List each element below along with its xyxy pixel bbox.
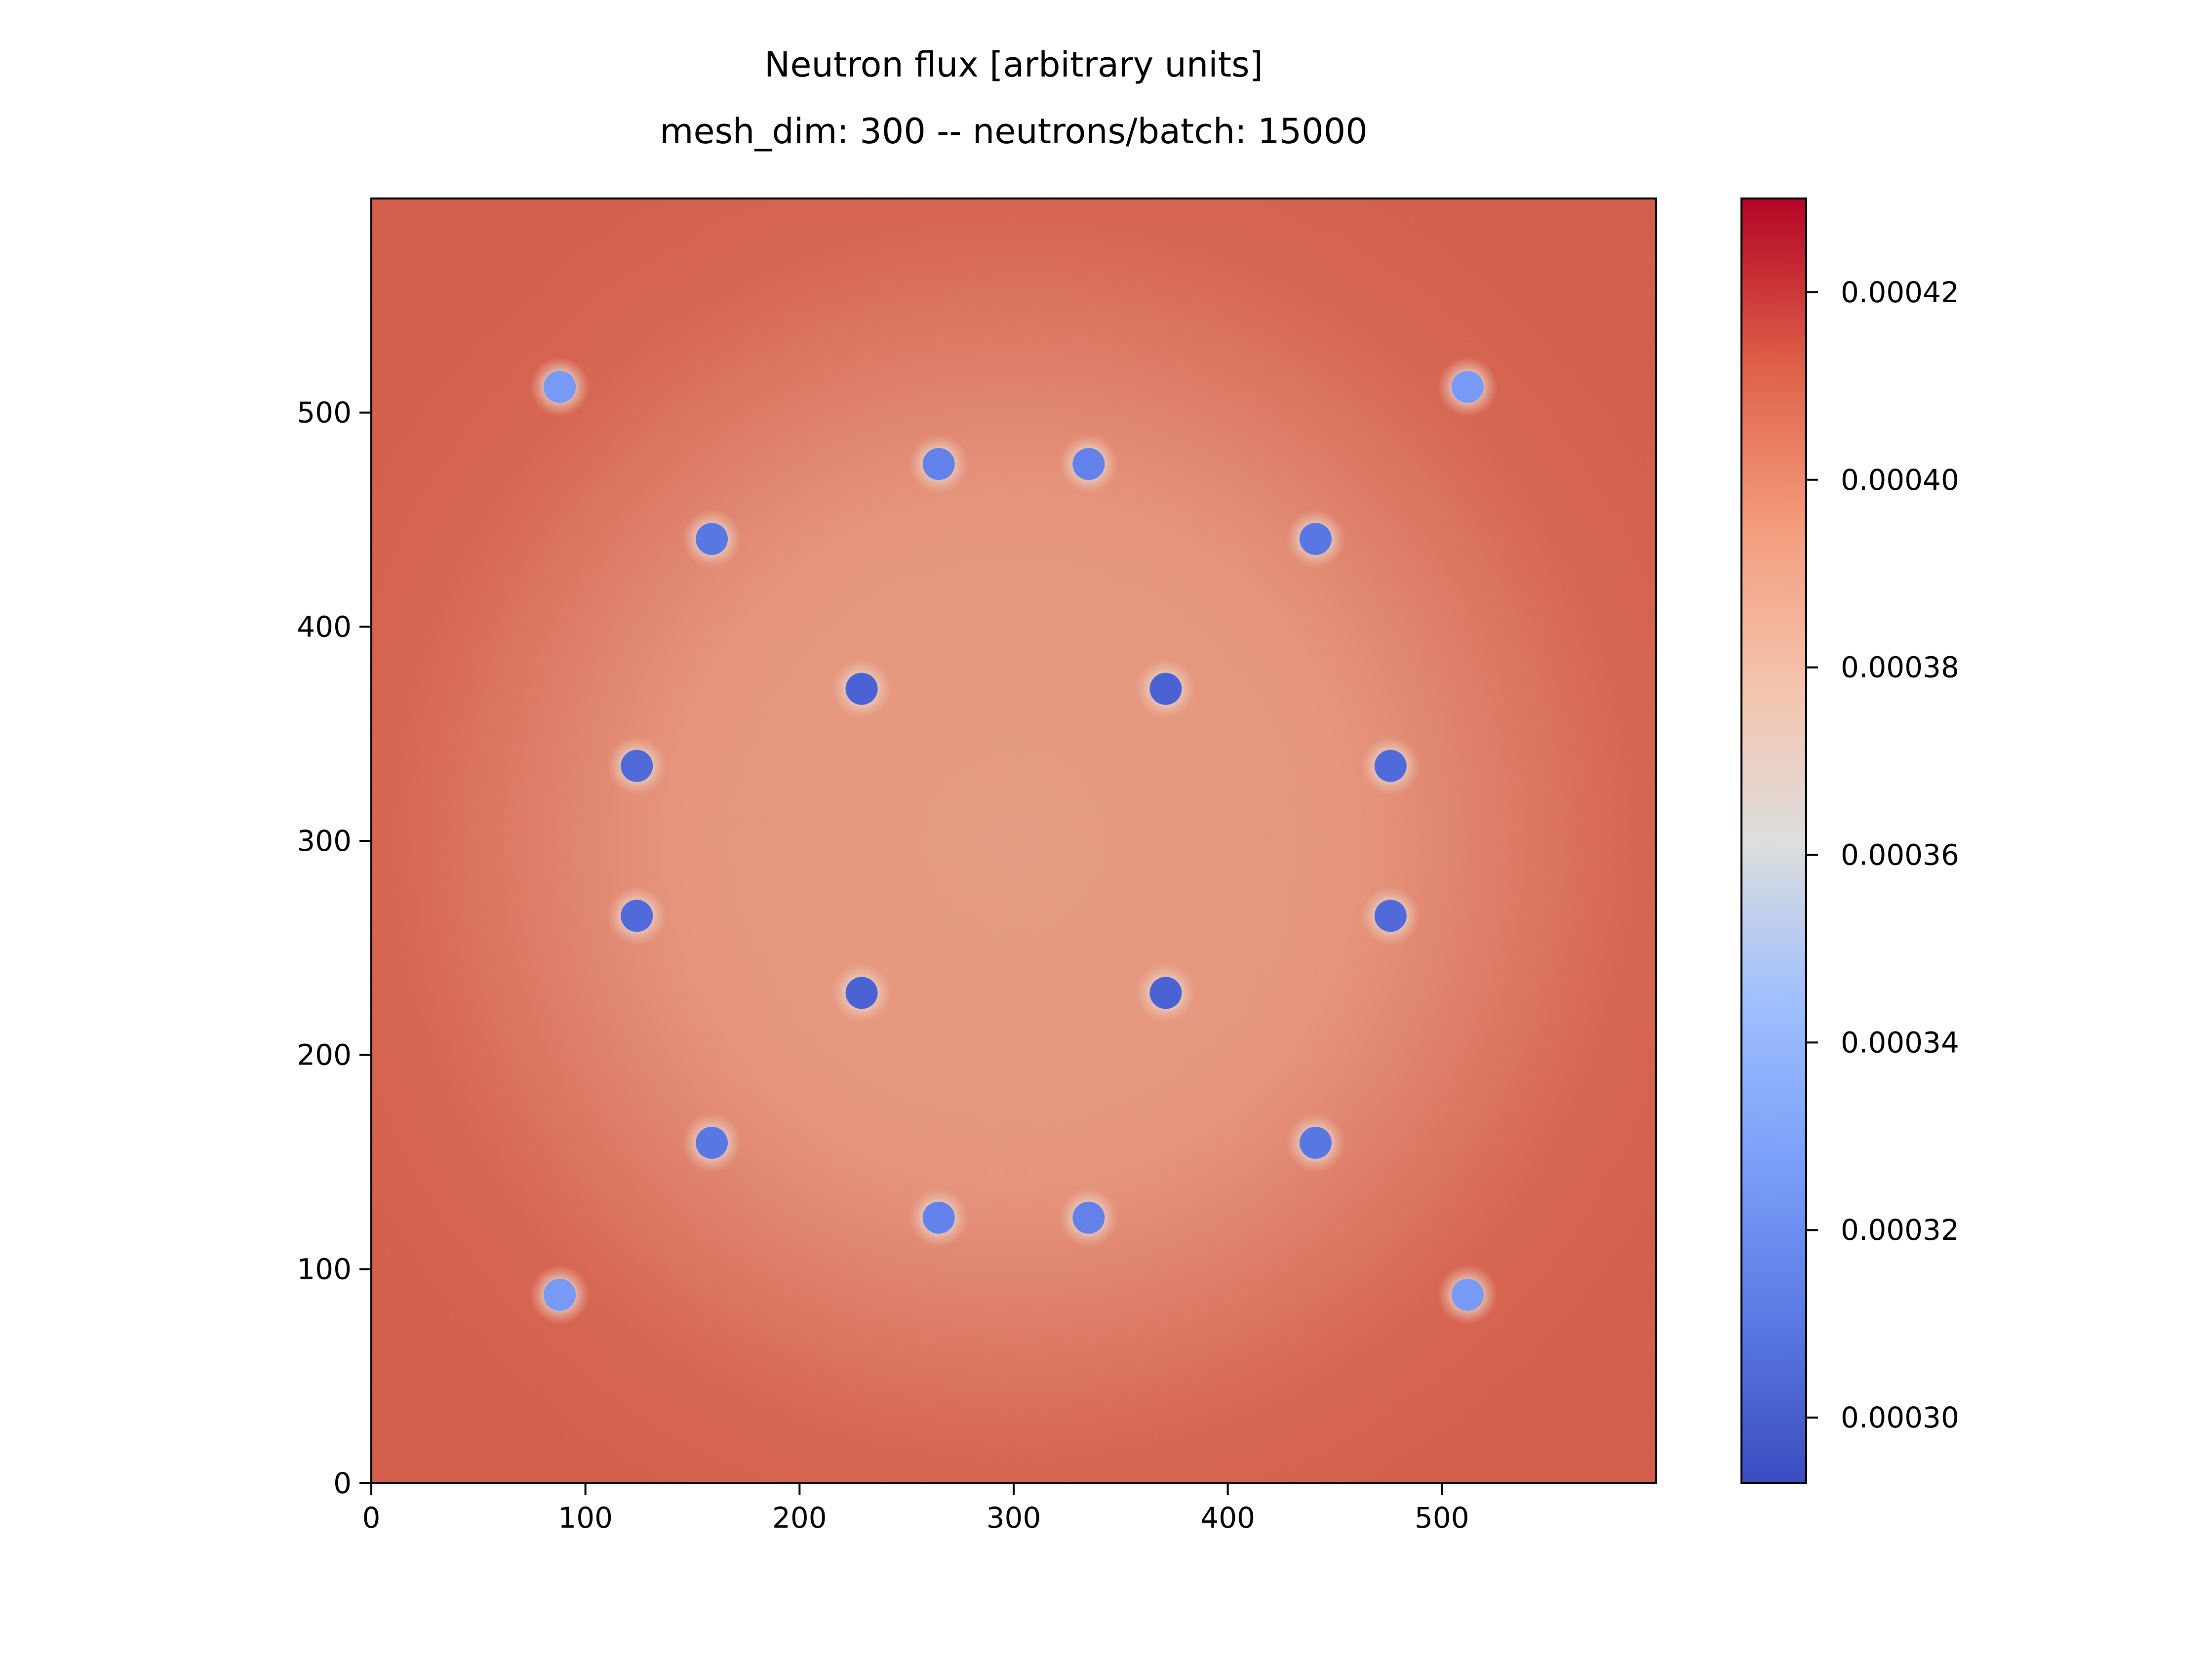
colorbar-tick-label: 0.00030 [1841, 1401, 1959, 1434]
absorber-spot [1072, 1201, 1105, 1234]
y-tick-label: 100 [297, 1252, 352, 1286]
y-tick-label: 300 [297, 824, 352, 858]
x-tick-label: 500 [1415, 1501, 1469, 1535]
absorber-spot [544, 371, 576, 403]
absorber-spot [845, 672, 878, 705]
colorbar-tick-label: 0.00040 [1841, 463, 1959, 497]
y-tick-label: 500 [297, 396, 352, 430]
absorber-spot [696, 1126, 728, 1159]
colorbar [1740, 198, 1807, 1484]
absorber-spot [621, 750, 653, 782]
absorber-spot [621, 900, 653, 932]
y-axis: 0 100 200 300 400 500 [297, 396, 371, 1500]
x-tick-label: 100 [558, 1501, 613, 1535]
x-tick-label: 300 [987, 1501, 1041, 1535]
colorbar-tick-label: 0.00038 [1841, 651, 1959, 684]
chart-subtitle: mesh_dim: 300 -- neutrons/batch: 15000 [660, 111, 1368, 152]
absorber-spot [1149, 672, 1182, 705]
colorbar-tick-label: 0.00036 [1841, 838, 1959, 871]
x-tick-label: 200 [772, 1501, 827, 1535]
y-tick-label: 400 [297, 610, 352, 643]
heatmap-noise [371, 198, 1656, 1483]
absorber-spot [544, 1278, 576, 1311]
y-tick-label: 0 [333, 1466, 352, 1500]
absorber-layer [529, 356, 1498, 1325]
absorber-spot [1149, 977, 1182, 1009]
absorber-spot [1451, 371, 1484, 403]
absorber-spot [922, 1201, 955, 1234]
absorber-spot [1374, 750, 1407, 782]
x-tick-label: 400 [1200, 1501, 1255, 1535]
absorber-spot [1299, 1126, 1332, 1159]
y-tick-label: 200 [297, 1038, 352, 1072]
colorbar-axis: 0.00030 0.00032 0.00034 0.00036 0.00038 0.000… [1806, 276, 1959, 1434]
x-axis: 0 100 200 300 400 500 [362, 1483, 1469, 1535]
absorber-spot [1451, 1278, 1484, 1311]
absorber-spot [1072, 448, 1105, 480]
chart-title: Neutron flux [arbitrary units] [764, 44, 1263, 85]
x-tick-label: 0 [362, 1501, 381, 1535]
absorber-spot [922, 448, 955, 480]
absorber-spot [1299, 523, 1332, 555]
colorbar-tick-label: 0.00032 [1841, 1213, 1959, 1247]
absorber-spot [696, 523, 728, 555]
absorber-spot [1374, 900, 1407, 932]
colorbar-tick-label: 0.00034 [1841, 1026, 1959, 1059]
colorbar-tick-label: 0.00042 [1841, 276, 1959, 309]
heatmap-plot-area [371, 198, 1656, 1483]
absorber-spot [845, 977, 878, 1009]
